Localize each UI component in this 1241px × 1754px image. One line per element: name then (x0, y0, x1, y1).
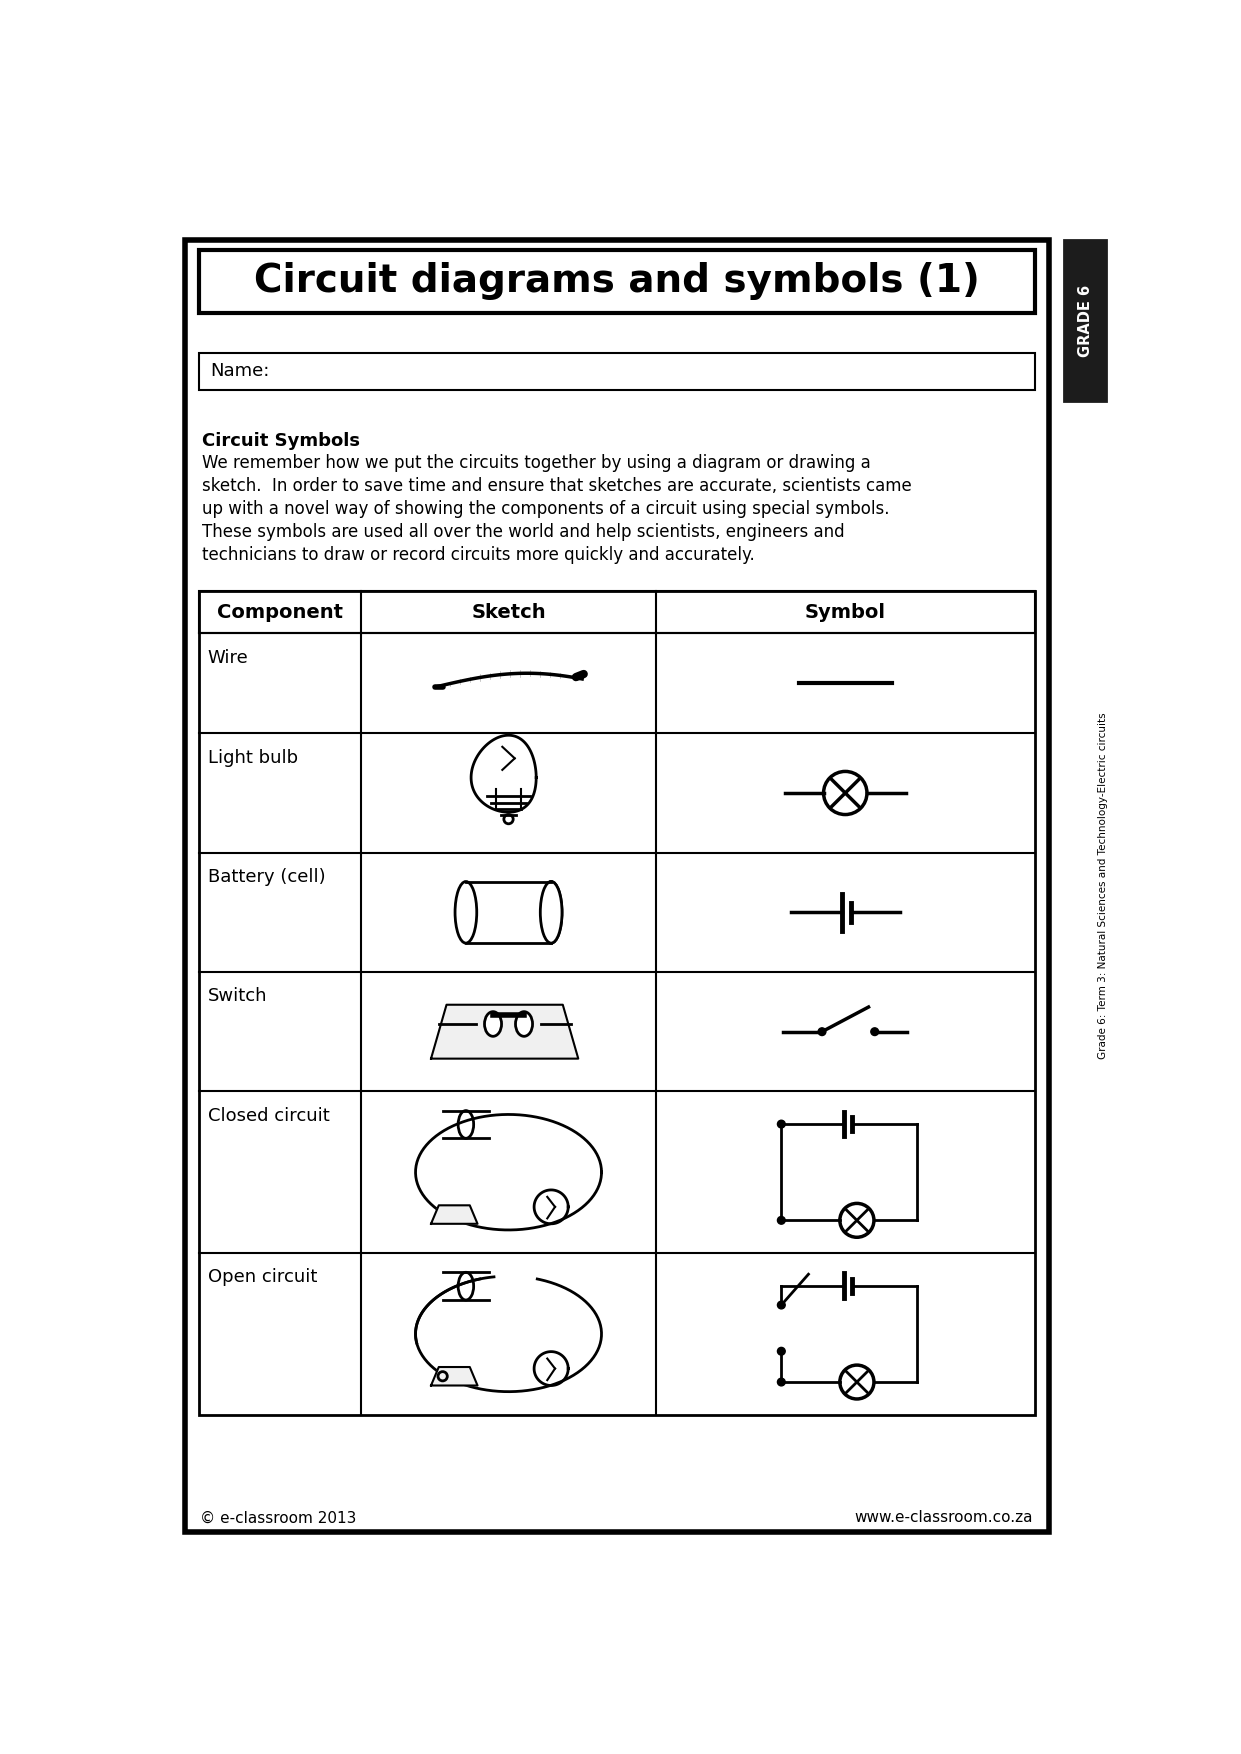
Text: Circuit diagrams and symbols (1): Circuit diagrams and symbols (1) (253, 263, 979, 300)
Bar (199, 353, 1035, 389)
Text: Switch: Switch (207, 988, 267, 1005)
Bar (1065, 240, 1106, 402)
Text: Symbol: Symbol (804, 603, 886, 621)
Circle shape (777, 1347, 786, 1356)
Text: Battery (cell): Battery (cell) (207, 868, 325, 886)
Bar (185, 240, 1049, 1531)
Text: Open circuit: Open circuit (207, 1268, 318, 1286)
Text: technicians to draw or record circuits more quickly and accurately.: technicians to draw or record circuits m… (202, 545, 756, 565)
Polygon shape (431, 1005, 578, 1059)
Text: Closed circuit: Closed circuit (207, 1107, 330, 1124)
Circle shape (871, 1028, 879, 1035)
Text: up with a novel way of showing the components of a circuit using special symbols: up with a novel way of showing the compo… (202, 500, 890, 517)
Circle shape (777, 1217, 786, 1224)
Text: Circuit Symbols: Circuit Symbols (202, 431, 360, 451)
Circle shape (777, 1301, 786, 1308)
Ellipse shape (515, 1012, 532, 1037)
Circle shape (818, 1028, 827, 1035)
Ellipse shape (484, 1012, 501, 1037)
Text: www.e-classroom.co.za: www.e-classroom.co.za (855, 1510, 1034, 1526)
Bar (199, 591, 1035, 1415)
Polygon shape (431, 1366, 478, 1386)
Ellipse shape (540, 882, 562, 944)
Text: © e-classroom 2013: © e-classroom 2013 (200, 1510, 356, 1526)
Text: Light bulb: Light bulb (207, 749, 298, 766)
Text: GRADE 6: GRADE 6 (1077, 284, 1092, 356)
Bar (465, 882, 551, 944)
Text: Name:: Name: (210, 363, 269, 381)
Text: Wire: Wire (207, 649, 248, 667)
Text: Sketch: Sketch (472, 603, 546, 621)
Circle shape (777, 1379, 786, 1386)
Text: Grade 6: Term 3: Natural Sciences and Technology-Electric circuits: Grade 6: Term 3: Natural Sciences and Te… (1098, 712, 1108, 1059)
Polygon shape (431, 1205, 478, 1224)
Bar (199, 591, 1035, 633)
Text: Component: Component (217, 603, 343, 621)
Text: We remember how we put the circuits together by using a diagram or drawing a: We remember how we put the circuits toge… (202, 454, 871, 472)
Bar (199, 249, 1035, 312)
Text: These symbols are used all over the world and help scientists, engineers and: These symbols are used all over the worl… (202, 523, 845, 540)
Text: sketch.  In order to save time and ensure that sketches are accurate, scientists: sketch. In order to save time and ensure… (202, 477, 912, 495)
Circle shape (777, 1121, 786, 1128)
